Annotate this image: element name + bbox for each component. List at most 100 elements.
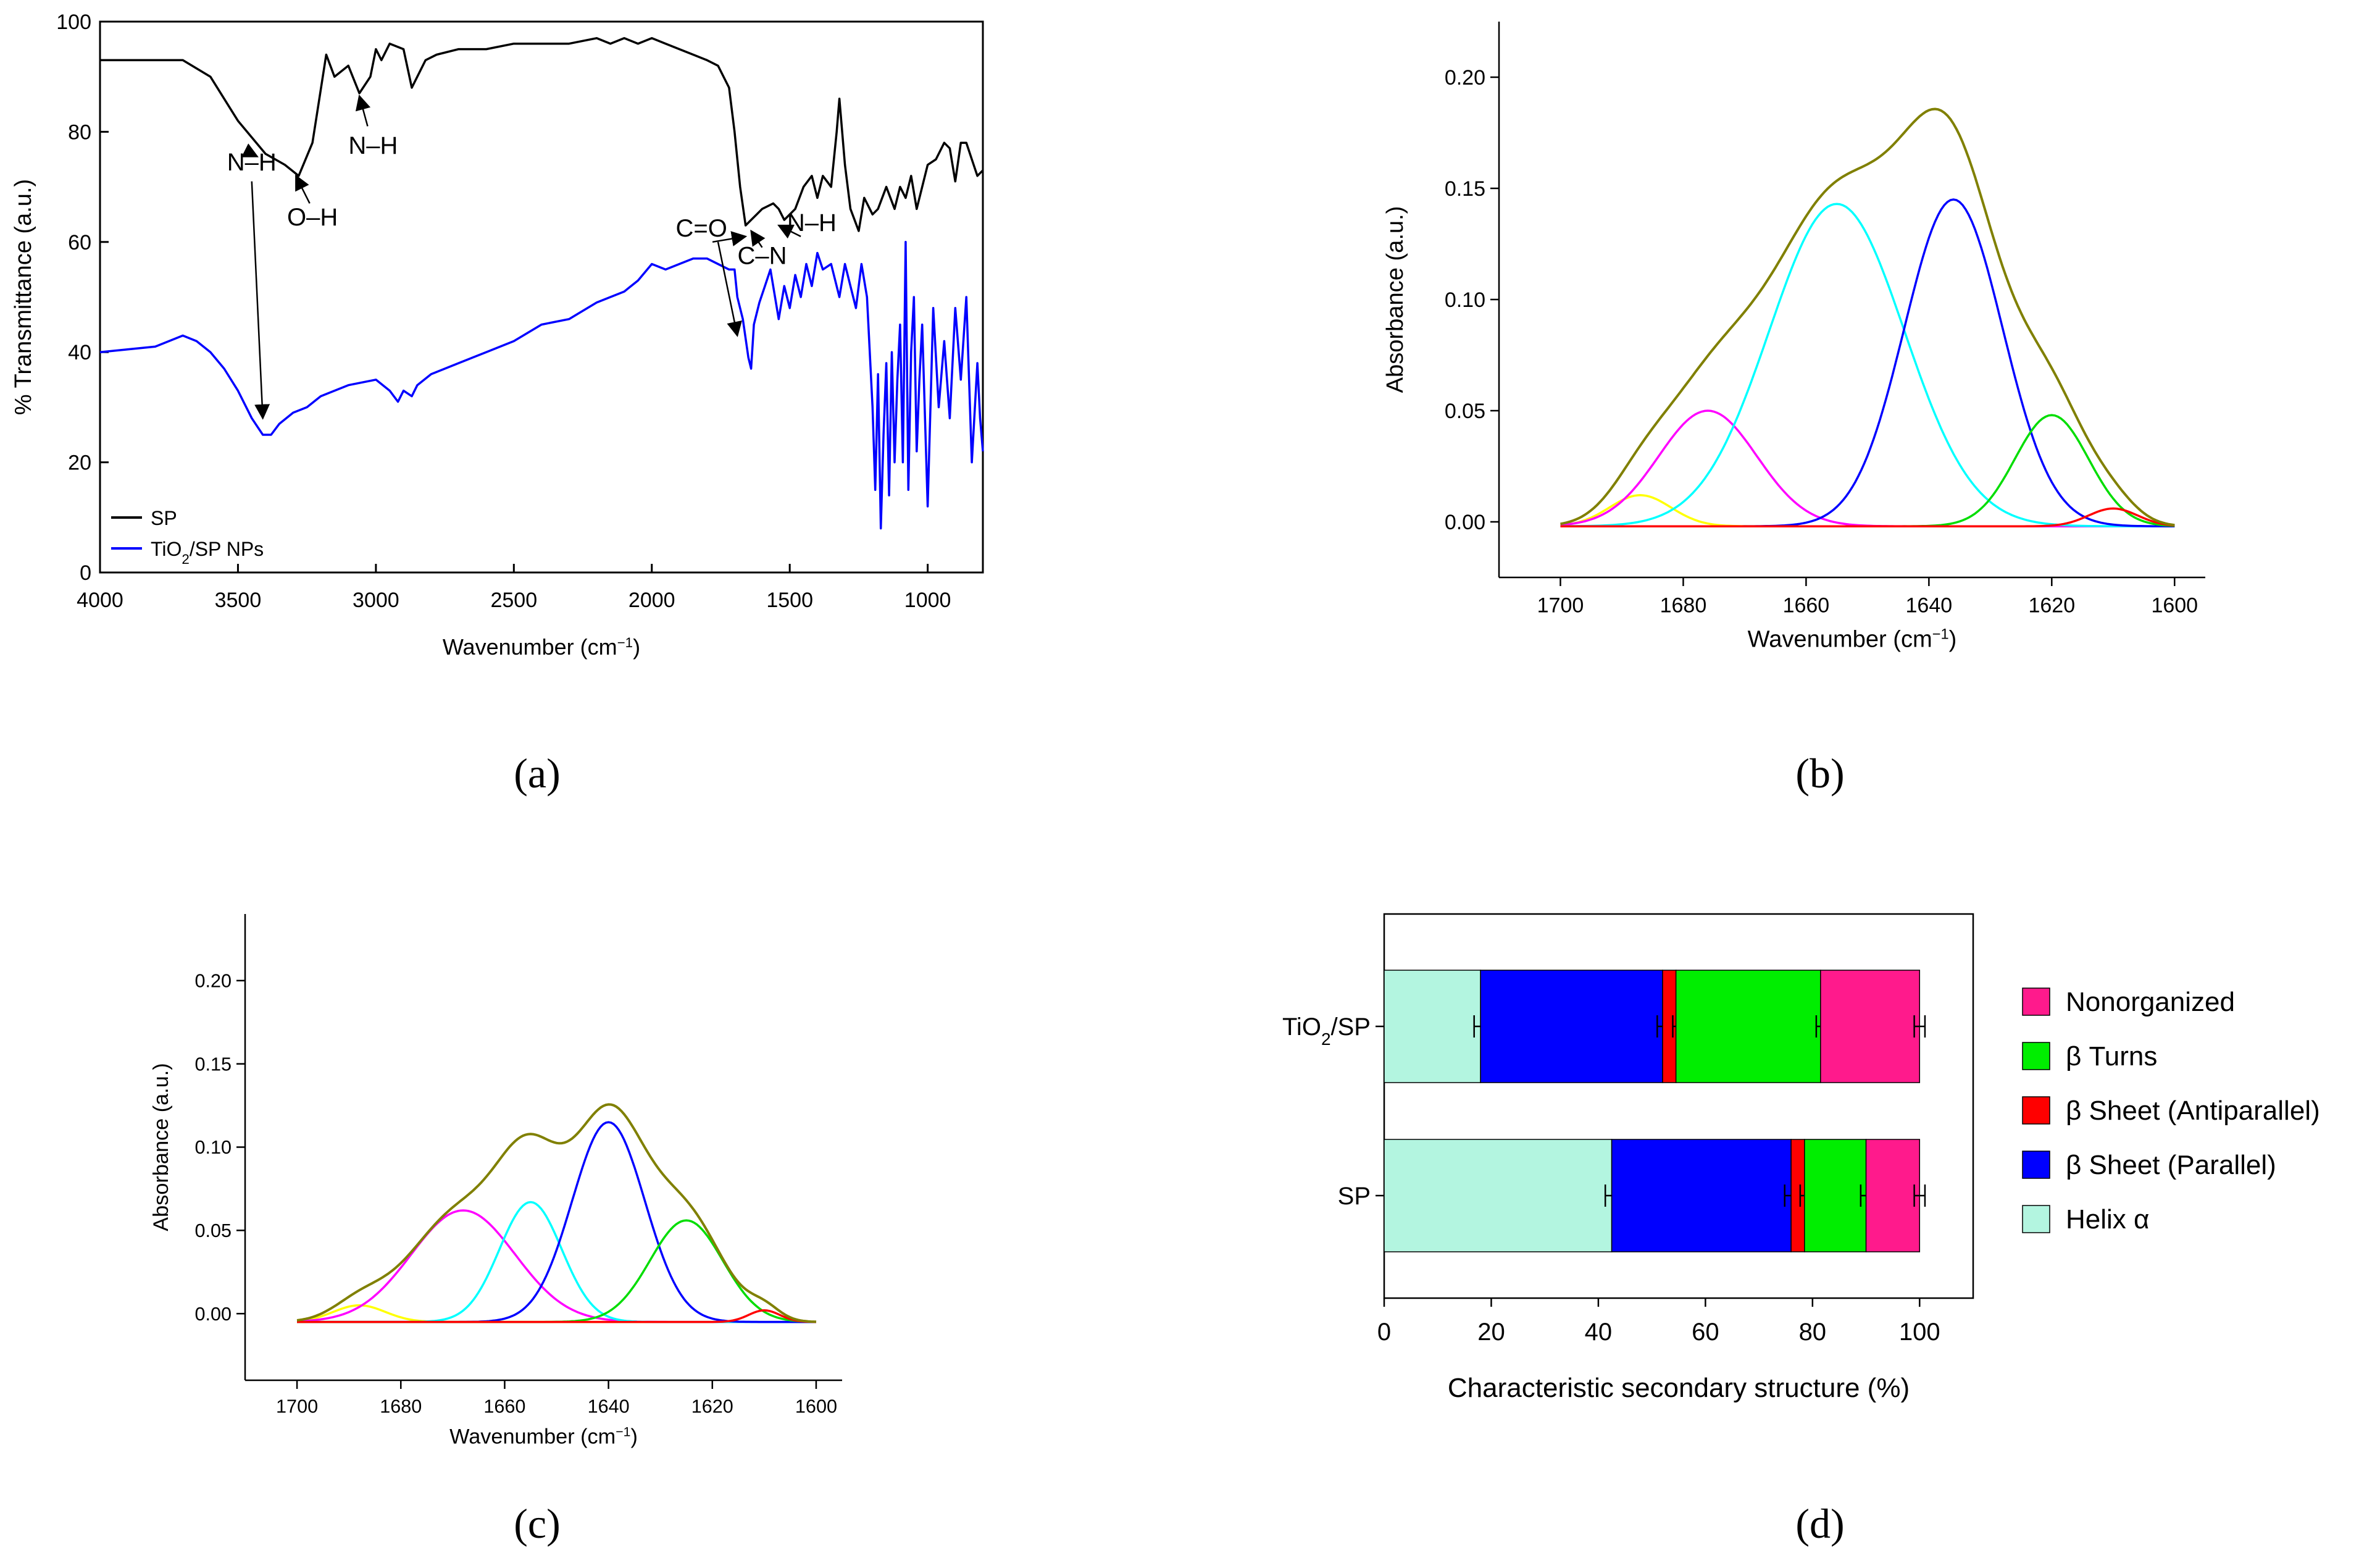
component-peak-5 xyxy=(297,1309,817,1323)
y-tick-label: 0.05 xyxy=(194,1220,232,1241)
bar-segment xyxy=(1820,970,1921,1083)
panel-c: 1700 1680 1660 1640 1620 1600 0.00 0.05 0.10 0.15… xyxy=(149,914,842,1547)
panel-label-c: (c) xyxy=(514,1500,560,1547)
x-tick-label: 1000 xyxy=(904,589,951,612)
bar-segment xyxy=(1865,1139,1921,1252)
y-tick-label: 0.15 xyxy=(1445,177,1485,201)
peak-annotation: C=O xyxy=(676,215,727,242)
x-tick-label: 2000 xyxy=(628,589,675,612)
legend-label: SP xyxy=(151,507,177,529)
component-peak-5 xyxy=(1560,507,2175,527)
panel-label-b: (b) xyxy=(1795,750,1844,797)
x-tick-label: 3500 xyxy=(215,589,262,612)
panel-b: 1700 1680 1660 1640 1620 1600 0.00 0.05 0.10 0.15… xyxy=(1382,22,2205,797)
x-tick-label: 1680 xyxy=(380,1396,422,1417)
bar-segment xyxy=(1480,970,1663,1083)
annotation-arrow xyxy=(750,229,766,248)
x-axis-label: Wavenumber (cm−1) xyxy=(449,1425,638,1449)
x-tick-label: 40 xyxy=(1585,1319,1613,1346)
y-tick-label: 0.00 xyxy=(194,1304,232,1325)
y-tick-label: 0.10 xyxy=(194,1137,232,1158)
annotation-arrow xyxy=(355,94,371,127)
y-tick-label: 0.05 xyxy=(1445,400,1485,423)
y-tick-label: 0.20 xyxy=(1445,66,1485,90)
legend-label: Helix α xyxy=(2066,1204,2149,1235)
legend-swatch xyxy=(2022,987,2050,1016)
panel-label-d: (d) xyxy=(1795,1500,1844,1547)
envelope-fit xyxy=(296,1103,817,1323)
x-tick-label: 1600 xyxy=(2151,594,2198,618)
legend-label: β Sheet (Parallel) xyxy=(2066,1150,2276,1180)
x-tick-label: 1700 xyxy=(1537,594,1584,618)
y-tick-label: 80 xyxy=(68,120,91,144)
legend-label: Nonorganized xyxy=(2066,987,2235,1017)
annotation-arrow xyxy=(777,224,801,239)
panel-label-a: (a) xyxy=(514,750,560,797)
x-tick-label: 1660 xyxy=(1783,594,1830,618)
x-tick-label: 4000 xyxy=(77,589,123,612)
legend-label: β Sheet (Antiparallel) xyxy=(2066,1096,2320,1126)
peak-annotation: N–H xyxy=(227,149,277,176)
category-label: TiO2/SP xyxy=(1282,1013,1371,1049)
y-axis-label: Absorbance (a.u.) xyxy=(149,1063,173,1231)
bar-segment xyxy=(1384,1139,1613,1252)
annotation-arrow xyxy=(241,143,259,157)
legend-label: β Turns xyxy=(2066,1041,2157,1071)
series-line-sp xyxy=(100,37,984,232)
series-line-tio2-sp xyxy=(99,241,984,530)
x-axis-label: Characteristic secondary structure (%) xyxy=(1448,1373,1910,1403)
x-tick-label: 1680 xyxy=(1660,594,1707,618)
panel-d: 0 20 40 60 80 100 Characteristic secondary str… xyxy=(1282,913,2320,1547)
envelope-fit xyxy=(1560,107,2175,527)
y-tick-label: 0 xyxy=(80,561,91,585)
x-tick-label: 2500 xyxy=(490,589,537,612)
x-tick-label: 100 xyxy=(1899,1319,1940,1346)
x-tick-label: 60 xyxy=(1692,1319,1719,1346)
y-tick-label: 100 xyxy=(56,10,91,34)
y-tick-label: 0.00 xyxy=(1445,511,1485,534)
peak-annotation: N–H xyxy=(787,209,837,237)
bar-segment xyxy=(1384,970,1481,1083)
plot-frame xyxy=(99,20,984,574)
panel-a: 4000 3500 3000 2500 2000 1500 1000 0 20 40 60 80 100… xyxy=(10,10,984,797)
bar-segment xyxy=(1675,970,1821,1083)
x-tick-label: 20 xyxy=(1477,1319,1505,1346)
y-tick-label: 60 xyxy=(68,231,91,254)
annotation-arrow xyxy=(251,181,270,420)
y-tick-label: 0.10 xyxy=(1445,288,1485,312)
x-tick-label: 3000 xyxy=(353,589,399,612)
x-axis-label: Wavenumber (cm−1) xyxy=(1748,627,1957,653)
annotation-arrow xyxy=(717,241,742,337)
y-tick-label: 40 xyxy=(68,341,91,364)
y-tick-label: 20 xyxy=(68,451,91,475)
x-tick-label: 0 xyxy=(1377,1319,1391,1346)
legend-swatch xyxy=(2022,1205,2050,1233)
bar-segment xyxy=(1804,1139,1867,1252)
y-tick-label: 0.20 xyxy=(194,971,232,992)
x-tick-label: 1660 xyxy=(483,1396,525,1417)
x-tick-label: 1620 xyxy=(2028,594,2075,618)
component-peak-2 xyxy=(1560,203,2175,527)
x-tick-label: 1620 xyxy=(691,1396,733,1417)
y-axis-label: % Transmittance (a.u.) xyxy=(10,179,36,415)
category-label: SP xyxy=(1338,1183,1371,1210)
x-tick-label: 1700 xyxy=(276,1396,318,1417)
annotation-arrow xyxy=(295,174,311,204)
plot-frame xyxy=(1383,913,1974,1299)
x-tick-label: 1640 xyxy=(1906,594,1953,618)
y-axis-label: Absorbance (a.u.) xyxy=(1382,206,1408,393)
legend-swatch xyxy=(2022,1096,2050,1125)
x-tick-label: 1640 xyxy=(588,1396,630,1417)
annotation-arrow xyxy=(712,231,748,246)
x-tick-label: 1600 xyxy=(795,1396,837,1417)
x-tick-label: 1500 xyxy=(766,589,813,612)
x-axis-label: Wavenumber (cm−1) xyxy=(443,634,640,660)
peak-annotation: N–H xyxy=(348,132,398,159)
bar-segment xyxy=(1611,1139,1792,1252)
legend-label: TiO2/SP NPs xyxy=(151,538,264,567)
legend-swatch xyxy=(2022,1042,2050,1070)
legend-swatch xyxy=(2022,1151,2050,1179)
y-tick-label: 0.15 xyxy=(194,1054,232,1075)
x-tick-label: 80 xyxy=(1799,1319,1827,1346)
